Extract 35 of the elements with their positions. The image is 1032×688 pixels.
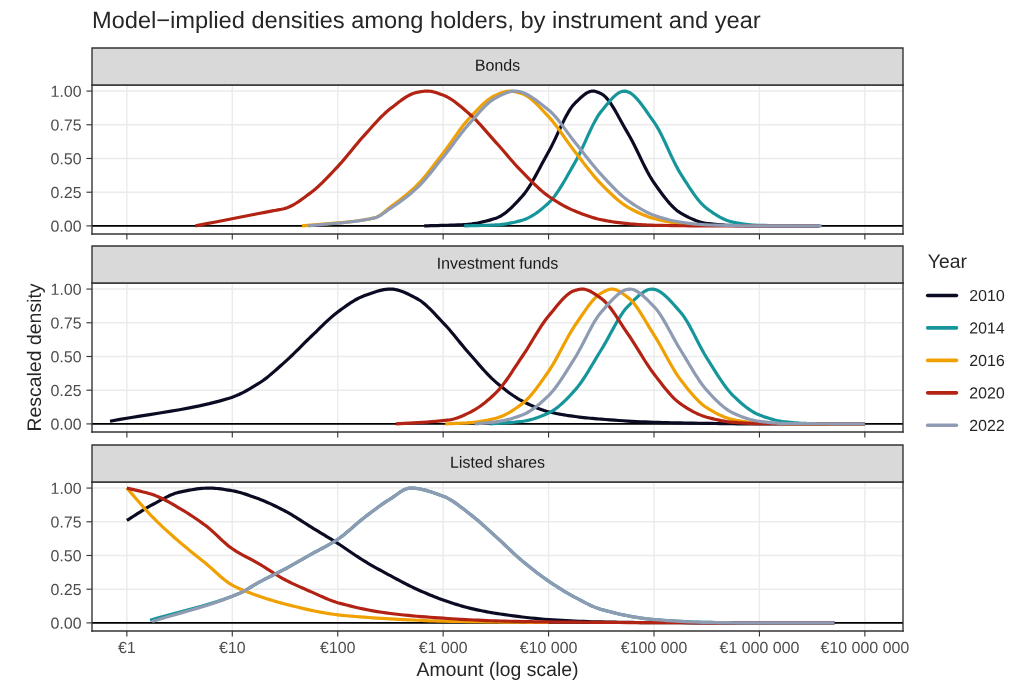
y-tick-label: 0.75 <box>51 317 81 329</box>
y-tick-label: 0.50 <box>51 550 81 562</box>
x-tick-label: €10 000 <box>519 641 577 654</box>
y-tick-label: 0.25 <box>51 384 81 397</box>
legend-label: 2022 <box>970 419 1004 432</box>
y-tick-label: 0.25 <box>51 583 81 596</box>
y-axis-title: Rescaled density <box>26 283 45 430</box>
x-tick-label: €10 <box>219 641 245 654</box>
x-tick-label: €1 000 000 <box>719 641 799 654</box>
chart-subtitle: Listed shares <box>451 456 545 468</box>
x-axis-title: Amount (log scale) <box>416 661 578 680</box>
chart-subtitle: Investment funds <box>438 257 558 269</box>
legend-label: 2020 <box>970 387 1005 399</box>
y-tick-label: 0.50 <box>51 351 81 363</box>
y-tick-label: 0.00 <box>51 220 81 232</box>
y-tick-label: 0.00 <box>51 617 81 629</box>
chart-subtitle: Bonds <box>476 59 520 71</box>
y-tick-label: 0.75 <box>51 119 81 131</box>
x-tick-label: €1 <box>118 641 135 654</box>
chart-title: Model−implied densities among holders, by instrument and year <box>93 11 761 33</box>
x-tick-label: €100 000 <box>620 641 687 654</box>
y-tick-label: 0.25 <box>51 186 81 199</box>
legend-label: 2016 <box>970 354 1005 367</box>
y-tick-label: 1.00 <box>51 482 81 495</box>
legend-title: Year <box>928 254 967 269</box>
y-tick-label: 0.75 <box>51 516 81 528</box>
x-tick-label: €100 <box>320 641 355 654</box>
x-tick-label: €1 000 <box>418 641 467 654</box>
x-tick-label: €10 000 000 <box>820 641 909 654</box>
y-tick-label: 0.00 <box>51 418 81 430</box>
y-tick-label: 1.00 <box>51 85 81 98</box>
y-tick-label: 0.50 <box>51 153 81 165</box>
legend-label: 2010 <box>970 289 1005 302</box>
y-tick-label: 1.00 <box>51 283 81 296</box>
legend-label: 2014 <box>970 322 1005 334</box>
